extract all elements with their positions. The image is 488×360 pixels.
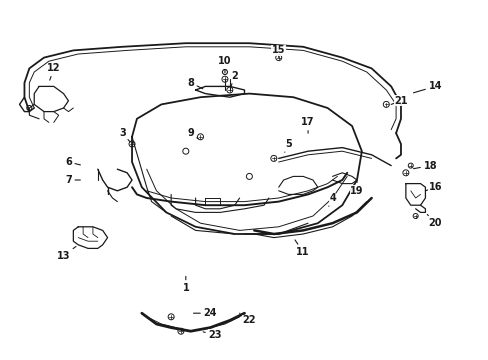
Text: 2: 2 (230, 71, 238, 87)
Text: 4: 4 (328, 193, 335, 206)
Text: 10: 10 (218, 56, 231, 73)
Text: 24: 24 (193, 308, 217, 318)
Text: 15: 15 (271, 45, 285, 58)
Text: 6: 6 (65, 157, 80, 167)
Text: 17: 17 (301, 117, 314, 133)
Text: 11: 11 (294, 240, 309, 257)
Text: 21: 21 (390, 96, 407, 106)
Text: 7: 7 (65, 175, 80, 185)
Text: 13: 13 (57, 247, 76, 261)
Text: 3: 3 (119, 128, 130, 142)
Text: 9: 9 (187, 128, 198, 139)
Text: 1: 1 (182, 276, 189, 293)
Text: 8: 8 (187, 78, 203, 89)
Text: 19: 19 (349, 180, 363, 196)
Text: 18: 18 (413, 161, 436, 171)
Text: 16: 16 (425, 182, 441, 192)
Text: 22: 22 (239, 313, 256, 325)
Text: 14: 14 (412, 81, 441, 93)
Text: 12: 12 (47, 63, 61, 80)
Text: 5: 5 (284, 139, 291, 152)
Text: 23: 23 (203, 330, 222, 340)
Text: 20: 20 (427, 215, 441, 228)
